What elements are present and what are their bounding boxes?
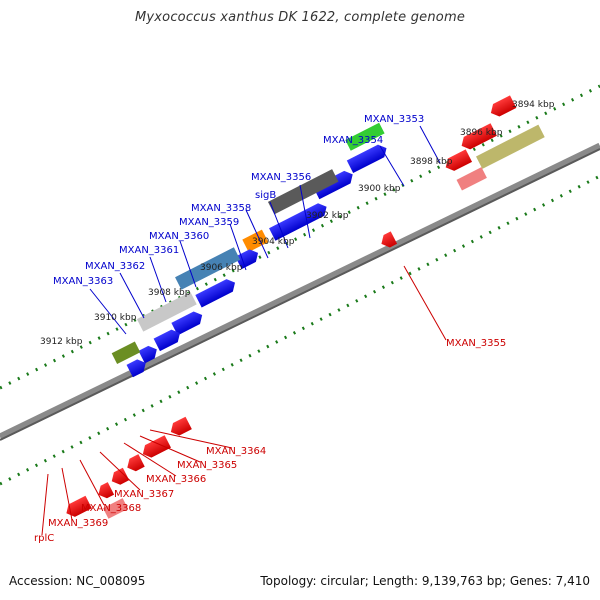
kbp-labels: 3894 kbp 3896 kbp 3898 kbp 3900 kbp 3902… (40, 100, 555, 347)
map-title: Myxococcus xanthus DK 1622, complete gen… (134, 10, 466, 25)
kbp-3898: 3898 kbp (410, 157, 453, 167)
gene-rplc[interactable] (63, 495, 92, 520)
label-mxan-3356: MXAN_3356 (251, 172, 311, 183)
label-mxan-3353: MXAN_3353 (364, 114, 424, 125)
label-mxan-3365: MXAN_3365 (177, 460, 237, 471)
kbp-3910: 3910 kbp (94, 313, 137, 323)
label-mxan-3362: MXAN_3362 (85, 261, 145, 272)
label-mxan-3369: MXAN_3369 (48, 518, 108, 529)
gene-mxan-3358[interactable] (195, 276, 238, 308)
reverse-gene-labels: MXAN_3355 MXAN_3364 MXAN_3365 MXAN_3366 … (34, 338, 506, 544)
gene-feature-pink[interactable] (456, 167, 487, 191)
gene-mxan-3356[interactable] (269, 201, 330, 241)
gene-mxan-3354[interactable] (313, 168, 356, 200)
genome-backbone-shadow (0, 148, 600, 441)
kbp-3902: 3902 kbp (306, 211, 349, 221)
gene-right-red-3[interactable] (488, 95, 517, 119)
forward-gene-labels: MXAN_3353 MXAN_3354 MXAN_3356 sigB MXAN_… (53, 114, 424, 287)
label-mxan-3354: MXAN_3354 (323, 135, 383, 146)
reverse-leaders (41, 265, 447, 536)
label-sigb: sigB (255, 190, 276, 201)
label-mxan-3366: MXAN_3366 (146, 474, 206, 485)
gene-mxan-3359[interactable] (171, 309, 205, 336)
label-mxan-3363: MXAN_3363 (53, 276, 113, 287)
gene-feature-khaki[interactable] (476, 124, 545, 169)
gene-feature-lightgray[interactable] (136, 291, 197, 332)
label-mxan-3364: MXAN_3364 (206, 446, 266, 457)
label-rplc: rplC (34, 533, 54, 544)
kbp-3894: 3894 kbp (512, 100, 555, 110)
accession-footer: Accession: NC_008095 (9, 574, 146, 588)
label-mxan-3361: MXAN_3361 (119, 245, 179, 256)
forward-leaders (89, 125, 441, 335)
label-mxan-3360: MXAN_3360 (149, 231, 209, 242)
genome-backbone (0, 142, 600, 441)
kbp-3908: 3908 kbp (148, 288, 191, 298)
gene-mxan-3355[interactable] (378, 231, 398, 250)
label-mxan-3358: MXAN_3358 (191, 203, 251, 214)
gene-feature-steelblue[interactable] (175, 247, 241, 290)
gene-feature-olive[interactable] (111, 341, 141, 365)
gene-mxan-3361[interactable] (138, 343, 160, 364)
gene-mxan-3369-feature[interactable] (103, 498, 129, 519)
kbp-3912: 3912 kbp (40, 337, 83, 347)
gene-feature-gray[interactable] (267, 169, 339, 215)
outer-tick-track (0, 84, 600, 390)
gene-right-red-1[interactable] (458, 123, 497, 152)
kbp-3904: 3904 kbp (252, 237, 295, 247)
kbp-3900: 3900 kbp (358, 184, 401, 194)
kbp-3906: 3906 kbp (200, 263, 243, 273)
gene-mxan-3368[interactable] (95, 482, 115, 501)
kbp-3896: 3896 kbp (460, 128, 503, 138)
gene-mxan-3364[interactable] (168, 416, 192, 439)
gene-mxan-3353[interactable] (346, 142, 390, 174)
label-mxan-3359: MXAN_3359 (179, 217, 239, 228)
gene-mxan-3365[interactable] (140, 435, 171, 460)
gene-mxan-3362[interactable] (126, 357, 149, 378)
gene-right-red-2[interactable] (443, 149, 473, 173)
label-mxan-3368: MXAN_3368 (81, 503, 141, 514)
genome-summary-footer: Topology: circular; Length: 9,139,763 bp… (260, 574, 590, 588)
label-mxan-3355: MXAN_3355 (446, 338, 506, 349)
gene-mxan-3360[interactable] (153, 327, 184, 352)
gene-feature-green[interactable] (345, 122, 385, 151)
gene-feature-orange[interactable] (242, 229, 269, 253)
gene-mxan-3366[interactable] (124, 454, 145, 474)
gene-mxan-3367[interactable] (109, 467, 130, 488)
label-mxan-3367: MXAN_3367 (114, 489, 174, 500)
